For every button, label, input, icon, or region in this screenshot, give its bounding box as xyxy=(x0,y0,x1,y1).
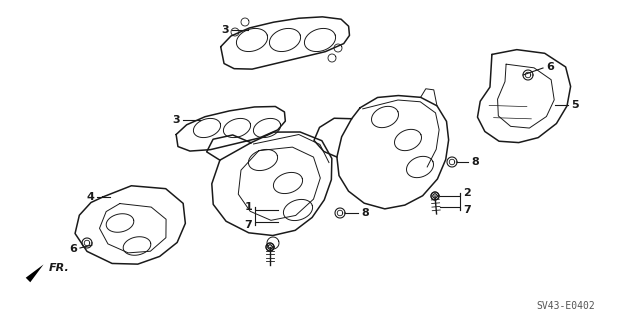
Text: 1: 1 xyxy=(244,202,252,212)
Text: 2: 2 xyxy=(463,188,471,198)
Polygon shape xyxy=(26,264,44,282)
Text: FR.: FR. xyxy=(49,263,69,273)
Text: 6: 6 xyxy=(69,244,77,254)
Text: 6: 6 xyxy=(546,62,554,72)
Text: SV43-E0402: SV43-E0402 xyxy=(536,301,595,311)
Text: 7: 7 xyxy=(463,205,471,215)
Text: 3: 3 xyxy=(221,25,229,35)
Text: 4: 4 xyxy=(86,192,94,202)
Text: 8: 8 xyxy=(361,208,369,218)
Text: 8: 8 xyxy=(471,157,479,167)
Text: 5: 5 xyxy=(571,100,579,110)
Text: 7: 7 xyxy=(244,220,252,230)
Text: 3: 3 xyxy=(172,115,180,125)
